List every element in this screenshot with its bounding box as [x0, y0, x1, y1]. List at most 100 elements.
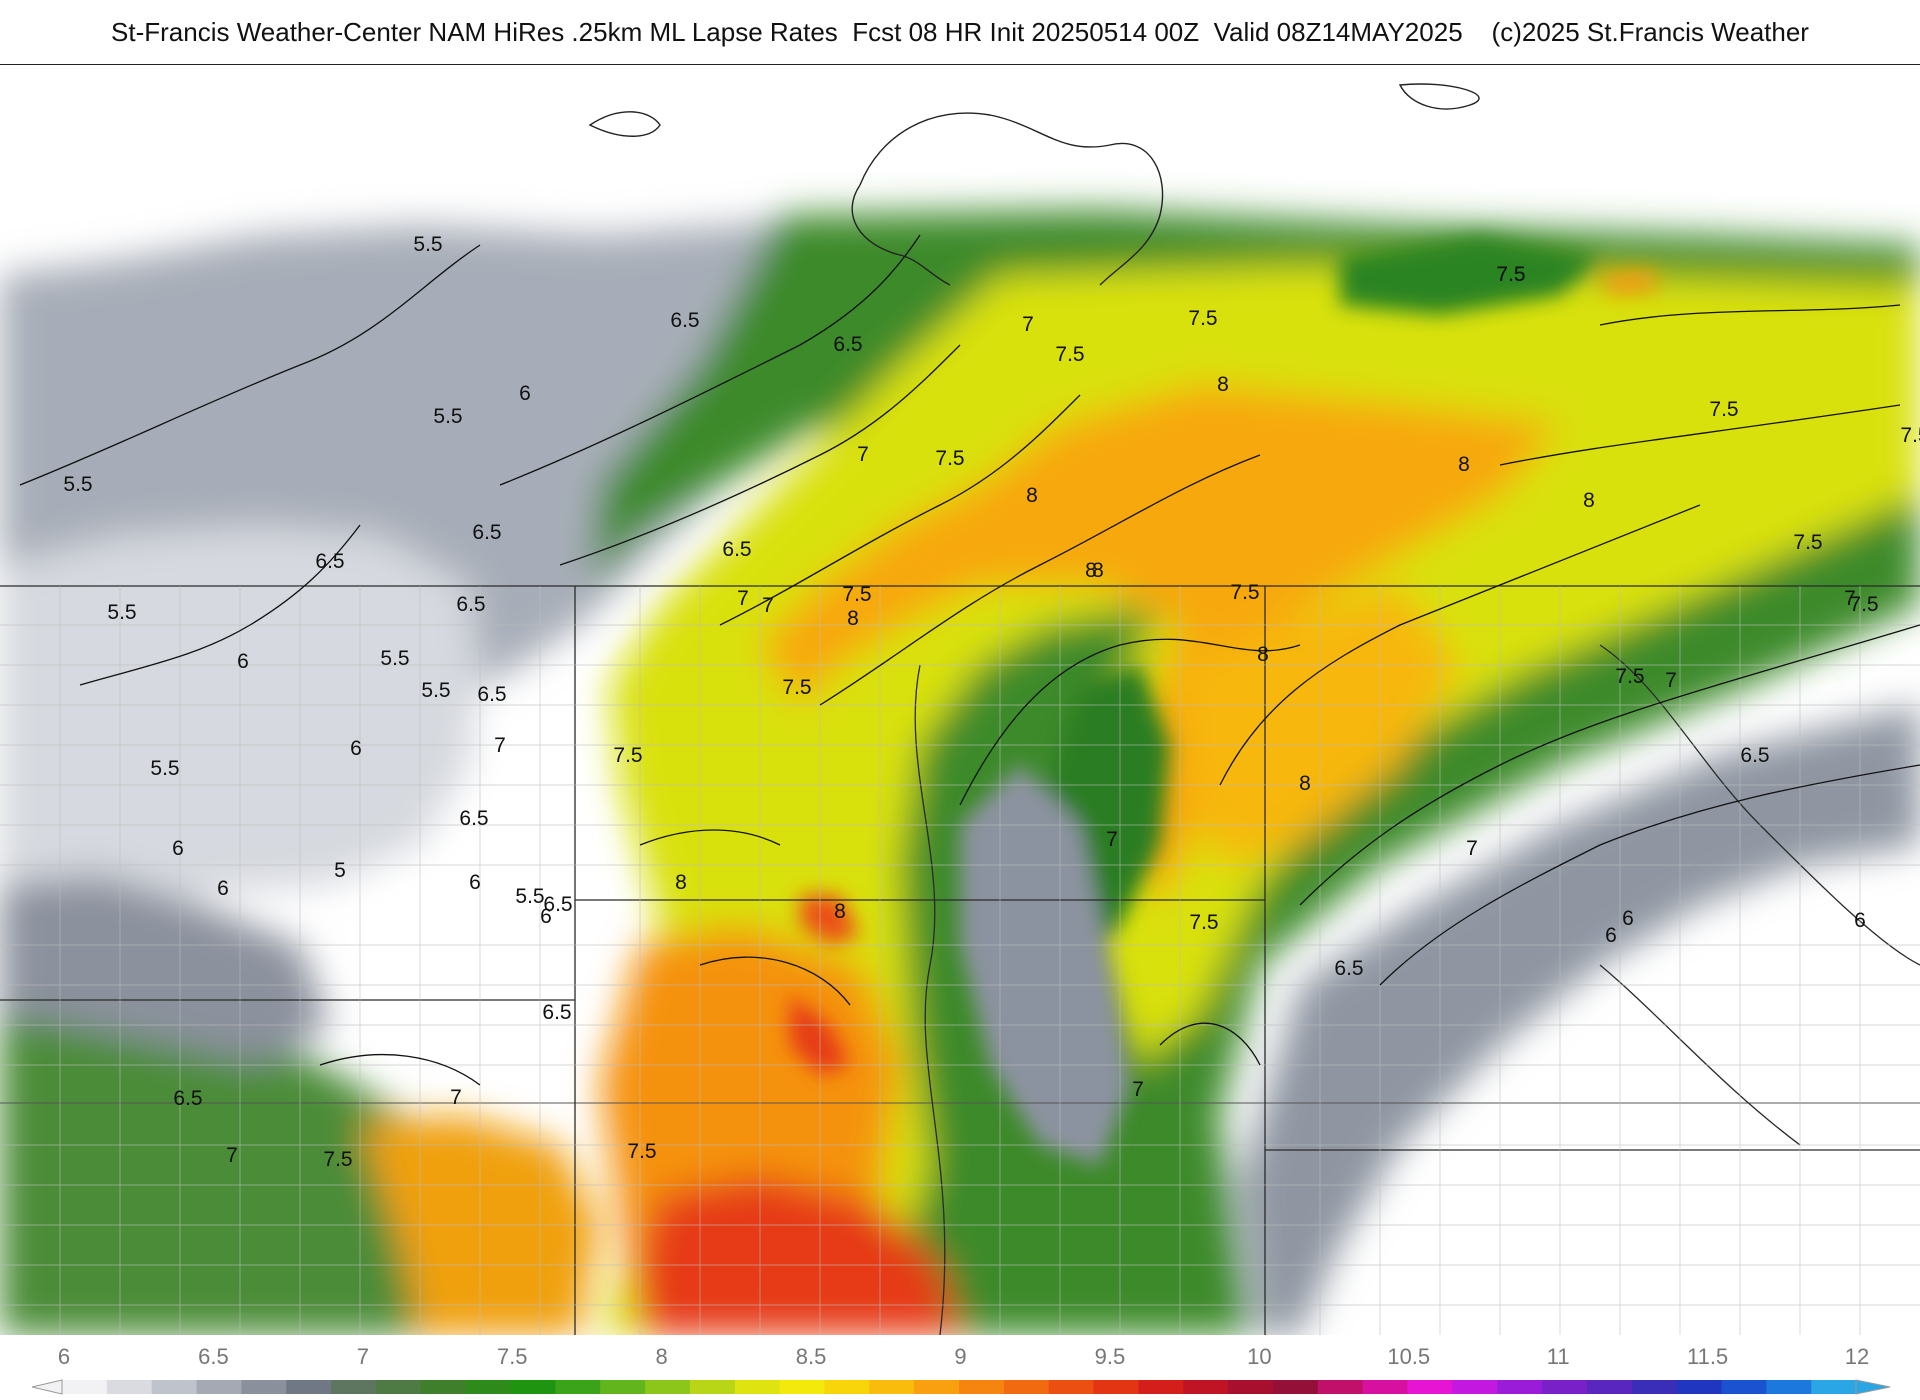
northern-coastline: [588, 83, 1480, 286]
orange-core-north: [760, 385, 1560, 905]
colorbar-swatch: [1542, 1380, 1588, 1394]
contour-label: 5.5: [433, 405, 462, 428]
colorbar-swatch: [331, 1380, 377, 1394]
contour-label: 6.5: [722, 538, 751, 561]
colorbar-swatch: [1183, 1380, 1229, 1394]
contour-label: 7: [1022, 313, 1034, 336]
contour-label: 7: [1665, 669, 1677, 692]
red-spot-central: [800, 895, 860, 945]
boundaries: [0, 585, 1920, 1335]
colorbar-swatch: [375, 1380, 422, 1394]
contour-label: 7.5: [1793, 531, 1822, 554]
contour-label: 8: [834, 900, 846, 923]
colorbar-swatch: [734, 1380, 781, 1394]
contour-label: 7.5: [1615, 665, 1644, 688]
contour-label: 6.5: [173, 1087, 202, 1110]
contour-label: 6.5: [833, 333, 862, 356]
colorbar: 6 6.5 7 7.5 8 8.5 9 9.5 10 10.5 11 11.5 12: [0, 1336, 1920, 1400]
colorbar-swatch: [1317, 1380, 1364, 1394]
colorbar-swatches: [62, 1380, 1857, 1394]
contour-label: 6: [237, 650, 249, 673]
colorbar-swatch: [600, 1380, 646, 1394]
colorbar-swatch: [1721, 1380, 1767, 1394]
contour-label: 6: [1622, 907, 1634, 930]
colorbar-swatch: [1676, 1380, 1723, 1394]
contour-label: 8: [1085, 559, 1097, 582]
colorbar-tick-label: 7.5: [496, 1344, 528, 1369]
colorbar-swatch: [1003, 1380, 1050, 1394]
colorbar-left-arrow: [31, 1379, 63, 1395]
colorbar-swatch: [241, 1380, 287, 1394]
contour-label: 6.5: [1740, 744, 1769, 767]
colorbar-swatch: [151, 1380, 198, 1394]
colorbar-swatch: [1407, 1380, 1453, 1394]
colorbar-strip: [31, 1379, 1891, 1395]
contour-label: 7.5: [323, 1148, 352, 1171]
colorbar-swatch: [1586, 1380, 1633, 1394]
colorbar-tick-label: 8.5: [795, 1344, 827, 1369]
contour-label: 5.5: [515, 885, 544, 908]
western-gray-southwest: [0, 875, 330, 1065]
contour-label: 6.5: [543, 893, 572, 916]
colorbar-swatch: [959, 1380, 1005, 1394]
contour-label: 8: [1299, 772, 1311, 795]
contour-label: 7: [857, 443, 869, 466]
river-border: [914, 664, 946, 1335]
contour-label: 8: [1092, 559, 1104, 582]
colorbar-swatch: [1452, 1380, 1498, 1394]
colorbar-swatch: [1228, 1380, 1274, 1394]
contour-label: 6.5: [315, 550, 344, 573]
colorbar-swatch: [869, 1380, 915, 1394]
contour-label: 6.5: [542, 1001, 571, 1024]
contour-label: 8: [675, 871, 687, 894]
orange-spot-ne: [1600, 270, 1660, 295]
contour-label: 7: [450, 1086, 462, 1109]
contour-label: 7.5: [782, 676, 811, 699]
contour-label: 7.5: [1709, 398, 1738, 421]
contour-label: 7: [1132, 1078, 1144, 1101]
colorbar-tick-label: 6: [57, 1344, 71, 1369]
contour-label: 7: [762, 594, 774, 617]
contour-label: 5.5: [150, 757, 179, 780]
colorbar-tick-label: 6.5: [198, 1344, 229, 1369]
colorbar-swatch: [1273, 1380, 1319, 1394]
colorbar-swatch: [286, 1380, 332, 1394]
contour-label: 8: [1458, 453, 1470, 476]
contour-label: 8: [1257, 643, 1269, 666]
contour-label: 5.5: [63, 473, 92, 496]
contour-label: 5: [334, 859, 346, 882]
contour-label: 7.5: [935, 447, 964, 470]
contour-label: 6: [519, 382, 531, 405]
colorbar-swatch: [1497, 1380, 1543, 1394]
contour-label: 6: [217, 877, 229, 900]
contour-label: 6: [469, 871, 481, 894]
colorbar-swatch: [1138, 1380, 1184, 1394]
colorbar-swatch: [106, 1380, 153, 1394]
contour-label: 6: [540, 905, 552, 928]
contour-label: 6: [350, 737, 362, 760]
map-title: St-Francis Weather-Center NAM HiRes .25k…: [111, 16, 1809, 47]
contour-label: 5.5: [107, 601, 136, 624]
colorbar-swatch: [1811, 1380, 1857, 1394]
county-grid: [0, 586, 1920, 1335]
contour-label: 6.5: [459, 807, 488, 830]
colorbar-swatch: [1048, 1380, 1095, 1394]
gray-east-band: [1240, 705, 1920, 1335]
contour-label: 7: [494, 734, 506, 757]
contour-label: 7.5: [627, 1140, 656, 1163]
colorbar-tick-label: 12: [1844, 1344, 1870, 1369]
colorbar-right-arrow: [1855, 1379, 1891, 1395]
contour-label: 8: [1583, 489, 1595, 512]
contour-label: 6.5: [670, 309, 699, 332]
contour-label: 7: [737, 587, 749, 610]
contour-label: 6.5: [1334, 957, 1363, 980]
colorbar-tick-label: 11.5: [1686, 1344, 1729, 1369]
colorbar-swatch: [465, 1380, 512, 1394]
contour-label: 8: [1026, 484, 1038, 507]
colorbar-tick-label: 10.5: [1387, 1344, 1431, 1369]
colorbar-swatch: [645, 1380, 691, 1394]
colorbar-tick-label: 9.5: [1094, 1344, 1126, 1369]
contour-label: 6: [1854, 909, 1866, 932]
colorbar-swatch: [555, 1380, 601, 1394]
